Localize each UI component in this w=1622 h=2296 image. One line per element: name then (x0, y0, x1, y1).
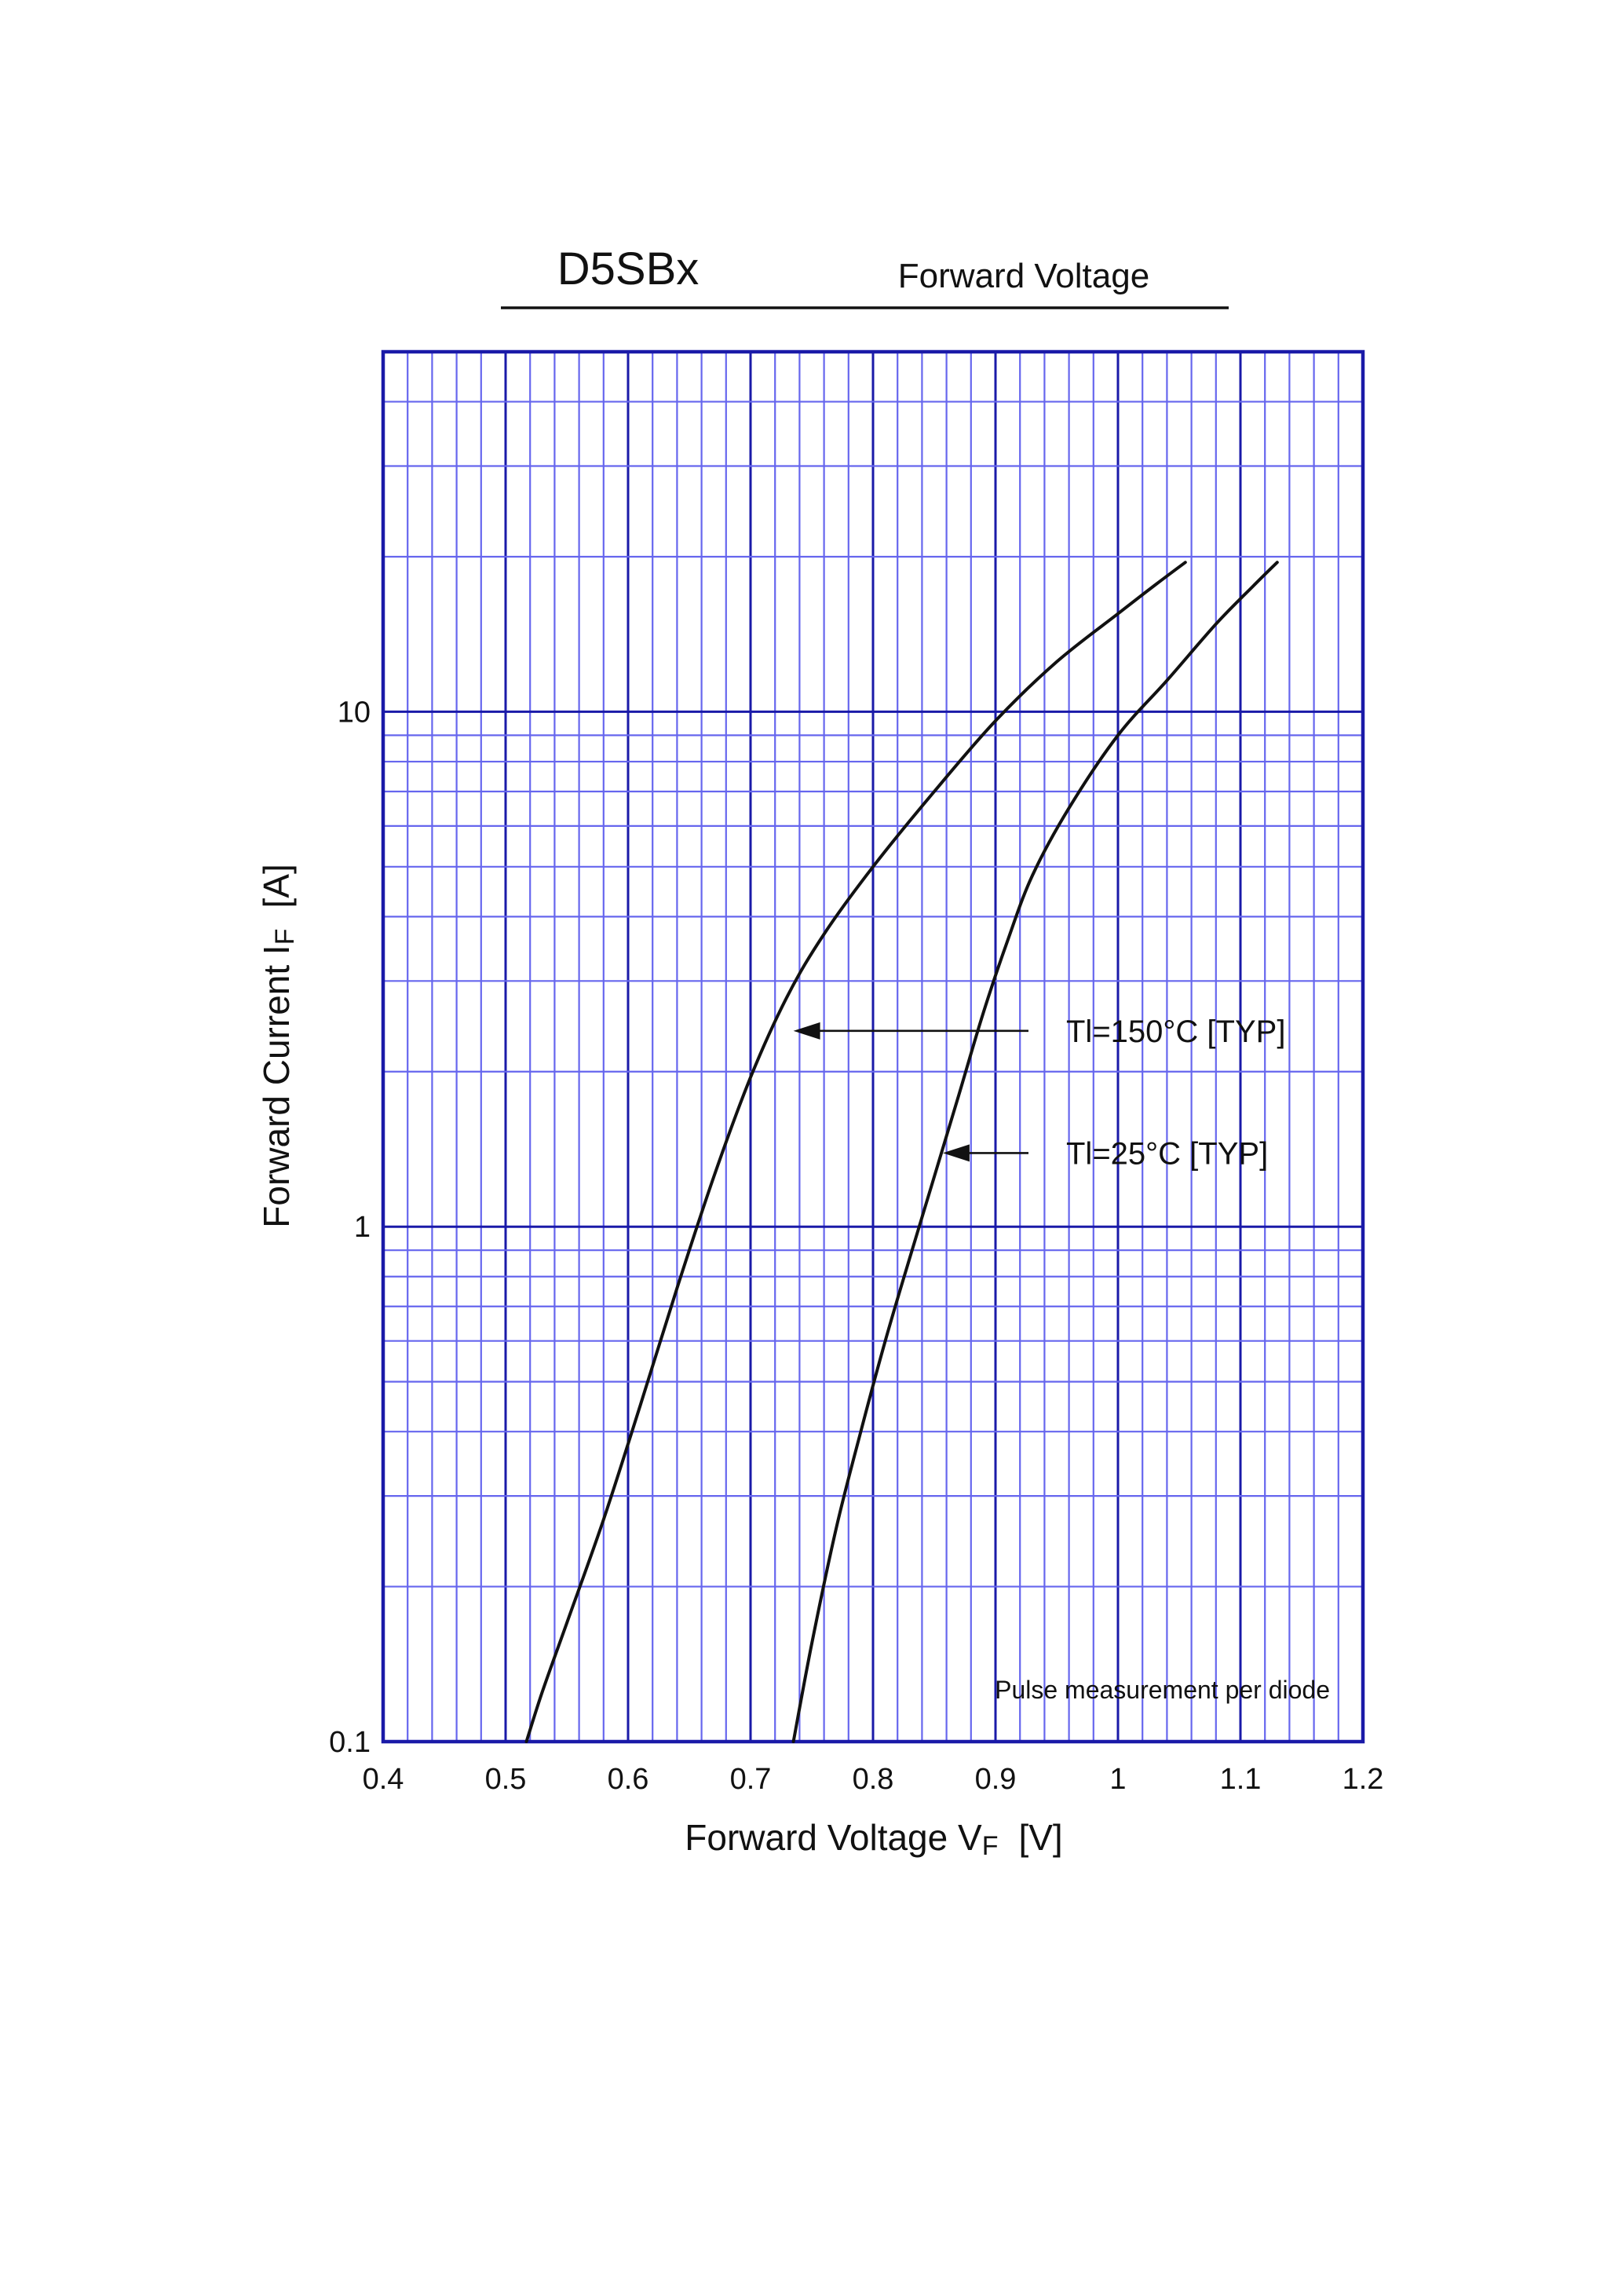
measurement-note: Pulse measurement per diode (995, 1676, 1330, 1704)
x-axis-label: Forward Voltage VF [V] (685, 1817, 1062, 1861)
x-tick-label: 0.7 (730, 1763, 772, 1796)
y-tick-label: 0.1 (329, 1726, 371, 1759)
x-tick-label: 1.1 (1220, 1763, 1262, 1796)
y-axis-label-main: Forward Current I (256, 945, 297, 1227)
chart-subtitle: Forward Voltage (898, 257, 1149, 295)
annotation-label-25c: Tl=25°C [TYP] (1066, 1136, 1268, 1171)
tick-labels: 0.4 0.5 0.6 0.7 0.8 0.9 1 1.1 1.2 0.1 1 10 (329, 696, 1383, 1796)
x-axis-label-unit: [V] (1018, 1817, 1062, 1858)
x-tick-label: 0.4 (363, 1763, 404, 1796)
y-axis-label-sub: F (270, 929, 300, 945)
y-tick-label: 10 (338, 696, 371, 729)
arrowhead-icon (794, 1022, 820, 1040)
x-tick-label: 0.8 (853, 1763, 894, 1796)
y-tick-label: 1 (354, 1211, 371, 1244)
x-tick-label: 0.6 (608, 1763, 649, 1796)
x-axis-label-sub: F (982, 1831, 999, 1861)
chart-title: D5SBx (557, 243, 700, 294)
x-tick-label: 0.5 (485, 1763, 527, 1796)
annotation-label-150c: Tl=150°C [TYP] (1066, 1015, 1285, 1049)
y-axis-label-unit: [A] (256, 864, 297, 908)
x-axis-label-main: Forward Voltage V (685, 1817, 982, 1858)
annotations: Tl=150°C [TYP] Tl=25°C [TYP] (794, 1015, 1286, 1172)
x-tick-label: 1 (1109, 1763, 1126, 1796)
x-tick-label: 1.2 (1343, 1763, 1384, 1796)
y-axis-label: Forward Current IF [A] (256, 864, 300, 1227)
x-tick-label: 0.9 (975, 1763, 1017, 1796)
